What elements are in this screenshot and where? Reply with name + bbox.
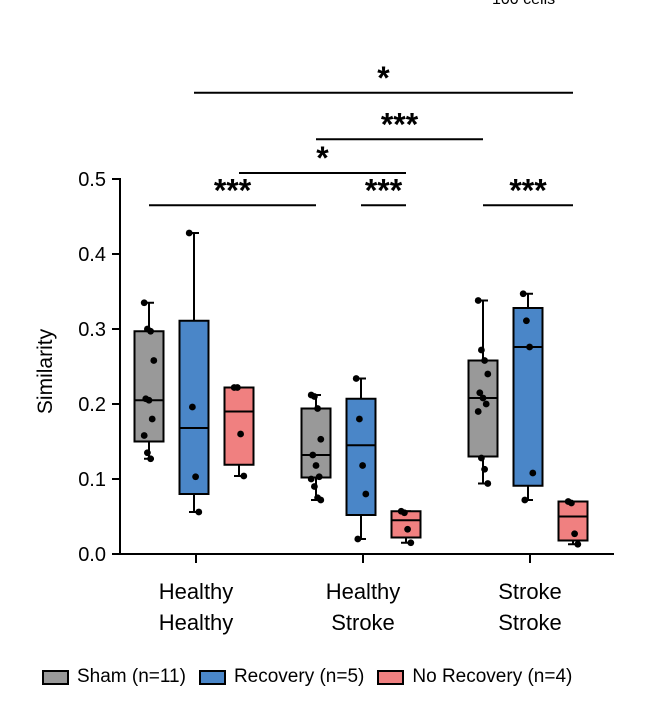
data-point <box>150 357 158 364</box>
data-point <box>147 455 155 463</box>
data-point <box>404 525 411 533</box>
legend-swatch-recovery <box>198 669 226 685</box>
data-point <box>307 475 315 483</box>
box-1-0 <box>300 391 332 504</box>
data-point <box>315 473 323 481</box>
y-tick-label: 0.3 <box>78 319 106 341</box>
data-point <box>478 346 485 354</box>
data-point <box>148 415 156 423</box>
box-body <box>467 359 499 458</box>
data-point <box>484 370 492 378</box>
data-point <box>234 384 241 391</box>
data-point <box>356 415 363 423</box>
x-tick-label-line2: Stroke <box>331 610 395 635</box>
x-tick-label-line1: Healthy <box>159 579 234 604</box>
data-point <box>185 229 193 237</box>
data-point <box>312 462 320 469</box>
data-point <box>362 490 370 498</box>
boxes <box>133 229 589 548</box>
data-point <box>571 530 578 538</box>
data-point <box>401 509 408 517</box>
data-point <box>144 449 151 457</box>
significance-label: *** <box>214 172 252 208</box>
data-point <box>314 405 321 412</box>
data-point <box>317 496 325 504</box>
y-axis-label: Similarity <box>34 328 57 414</box>
legend-item-no-recovery: No Recovery (n=4) <box>377 666 572 688</box>
legend-label-no-recovery: No Recovery (n=4) <box>412 666 573 687</box>
x-tick-label-line2: Healthy <box>159 610 234 635</box>
data-point <box>474 297 482 304</box>
box-0-2 <box>223 384 255 480</box>
significance-label: *** <box>381 106 419 142</box>
data-point <box>519 290 527 298</box>
data-point <box>521 496 529 504</box>
data-point <box>240 472 248 480</box>
data-point <box>140 299 148 307</box>
y-tick-label: 0.4 <box>78 244 106 266</box>
data-point <box>526 343 533 351</box>
box-0-1 <box>178 229 210 516</box>
box-body <box>133 330 165 443</box>
box-2-0 <box>467 297 499 487</box>
legend-label-sham: Sham (n=11) <box>77 666 186 687</box>
box-2-1 <box>512 290 544 504</box>
data-point <box>359 462 366 469</box>
box-0-0 <box>133 299 165 463</box>
data-point <box>574 540 582 548</box>
data-point <box>189 403 196 411</box>
data-point <box>476 389 484 397</box>
data-point <box>479 394 487 402</box>
legend-label-recovery: Recovery (n=5) <box>233 666 365 687</box>
box-2-2 <box>557 498 589 548</box>
box-body <box>223 386 255 466</box>
data-point <box>474 408 482 415</box>
data-point <box>311 393 318 400</box>
data-point <box>195 508 203 516</box>
x-tick-label-line2: Stroke <box>498 610 562 635</box>
data-point <box>407 539 415 547</box>
data-point <box>523 317 530 325</box>
data-point <box>478 454 485 462</box>
data-point <box>352 375 360 382</box>
significance-brackets: ******** *** *** <box>149 60 573 208</box>
data-point <box>145 396 153 404</box>
significance-label: * <box>377 60 390 96</box>
x-tick-label-line1: Stroke <box>498 579 562 604</box>
axes: 0.0 0.1 0.2 0.3 0.4 0.5 Similarity Healthy Healt… <box>34 169 614 635</box>
legend: Sham (n=11) Recovery (n=5) No Recovery (… <box>42 666 585 688</box>
data-point <box>309 451 317 459</box>
data-point <box>354 535 362 543</box>
top-note: 100 cells <box>492 0 555 9</box>
significance-label: * <box>316 140 329 176</box>
y-tick-label: 0.0 <box>78 544 106 566</box>
legend-swatch-no-recovery <box>377 669 405 685</box>
data-point <box>482 400 490 408</box>
data-point <box>237 430 245 438</box>
y-tick-label: 0.5 <box>78 169 106 191</box>
box-1-2 <box>390 507 422 547</box>
data-point <box>317 435 325 443</box>
box-body <box>512 307 544 487</box>
data-point <box>311 483 318 490</box>
data-point <box>568 499 575 507</box>
data-point <box>481 357 488 364</box>
data-point <box>484 480 492 487</box>
x-tick-label-line1: Healthy <box>326 579 401 604</box>
y-tick-label: 0.2 <box>78 394 106 416</box>
legend-item-recovery: Recovery (n=5) <box>198 666 365 688</box>
data-point <box>481 465 488 473</box>
y-tick-label: 0.1 <box>78 469 106 491</box>
legend-swatch-sham <box>42 669 69 685</box>
data-point <box>147 327 155 335</box>
significance-label: *** <box>509 172 547 208</box>
data-point <box>140 432 148 439</box>
legend-item-sham: Sham (n=11) <box>42 666 186 688</box>
data-point <box>529 469 537 477</box>
significance-label: *** <box>365 172 403 208</box>
data-point <box>192 473 200 481</box>
box-1-1 <box>345 375 377 543</box>
